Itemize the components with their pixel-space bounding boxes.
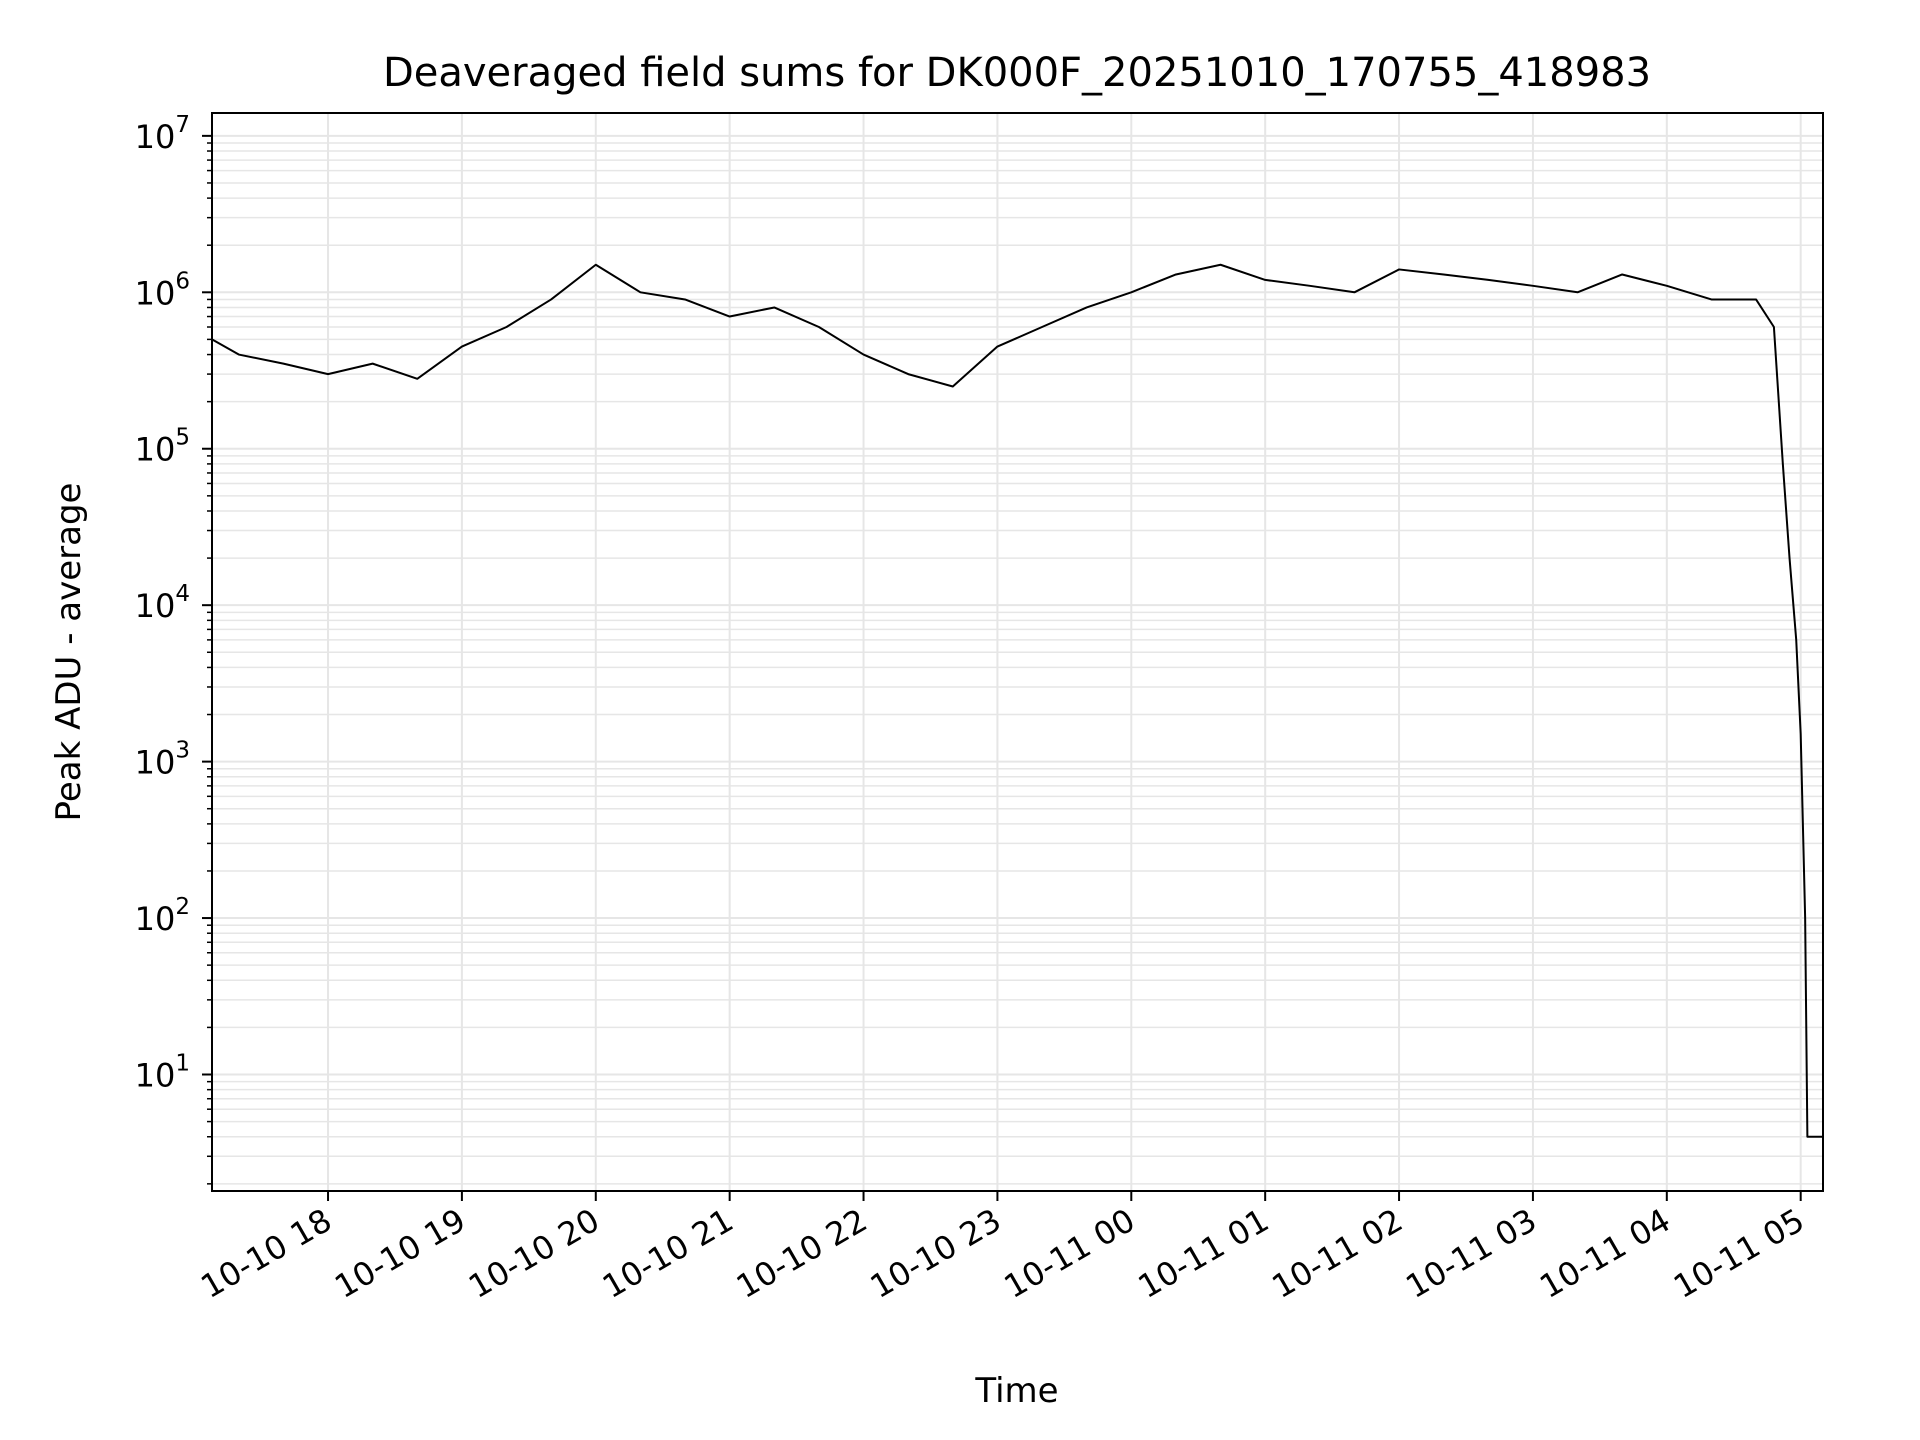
y-tick-label: 107 xyxy=(135,112,190,156)
y-axis-title: Peak ADU - average xyxy=(49,483,89,822)
y-tick-label: 106 xyxy=(135,268,190,312)
chart-title: Deaveraged field sums for DK000F_2025101… xyxy=(383,50,1651,96)
x-axis-title: Time xyxy=(974,1371,1058,1411)
y-tick-label: 101 xyxy=(135,1050,190,1094)
series-line xyxy=(211,263,1823,1138)
y-tick-label: 103 xyxy=(135,738,190,782)
y-tick-label: 104 xyxy=(135,581,190,625)
grid-lines xyxy=(212,113,1823,1191)
series-layer xyxy=(211,263,1823,1138)
y-tick-label: 105 xyxy=(135,425,190,469)
y-tick-label: 102 xyxy=(135,894,190,938)
